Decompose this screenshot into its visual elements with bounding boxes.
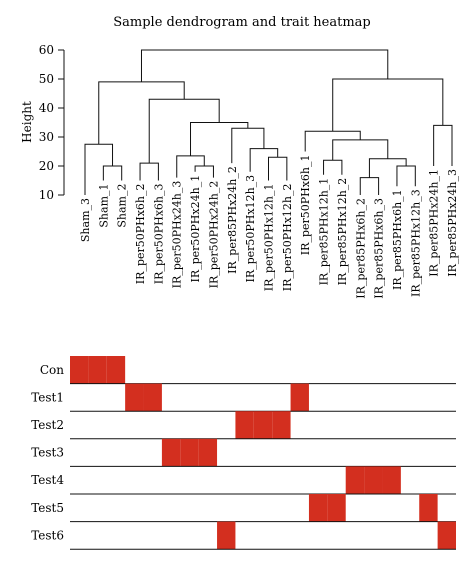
heatmap-row-label: Test1	[31, 390, 64, 404]
dendrogram-branch	[249, 148, 279, 172]
y-tick-label: 40	[39, 101, 54, 115]
heatmap-cell	[143, 383, 162, 412]
leaf-label: IR_per50PHx24h_1	[189, 175, 202, 283]
heatmap-row-label: Con	[40, 363, 64, 377]
heatmap-cell	[364, 466, 383, 494]
leaf-label: IR_per85PHx12h_1	[318, 178, 331, 286]
heatmap-cell	[419, 494, 438, 522]
heatmap-cell	[198, 438, 218, 467]
heatmap-cell	[290, 383, 309, 412]
chart-title: Sample dendrogram and trait heatmap	[113, 15, 371, 30]
heatmap-cell	[272, 411, 291, 439]
heatmap-row-label: Test3	[31, 446, 64, 460]
heatmap-cell	[437, 521, 456, 550]
leaf-label: IR_per85PHx6h_2	[354, 198, 367, 299]
dendrogram-branch	[98, 81, 185, 145]
leaf-label: IR_per50PHx6h_2	[134, 184, 147, 285]
heatmap-cell	[161, 438, 181, 467]
heatmap-cell	[235, 411, 254, 439]
dendrogram-branch	[148, 98, 220, 164]
dendrogram-branch	[433, 124, 453, 166]
leaf-label: IR_per85PHx12h_2	[336, 178, 349, 286]
dendrogram-branch	[190, 122, 249, 156]
dendrogram-branch	[139, 162, 159, 181]
heatmap-cell	[88, 356, 107, 384]
dendrogram-branch	[323, 159, 343, 175]
heatmap-row-label: Test2	[31, 418, 64, 432]
dendrogram-branch	[102, 165, 123, 181]
leaf-label: Sham_1	[97, 184, 110, 228]
y-tick-label: 50	[39, 72, 54, 86]
heatmap-cell	[382, 466, 401, 494]
dendrogram-branches	[84, 49, 453, 195]
leaf-label: IR_per50PHx12h_2	[281, 184, 294, 292]
y-tick-label: 30	[39, 130, 54, 144]
dendrogram-branch	[332, 78, 444, 132]
leaf-label: Sham_3	[79, 198, 92, 242]
leaf-label: IR_per50PHx24h_2	[207, 181, 220, 289]
heatmap-cell	[217, 521, 236, 550]
heatmap-cell	[308, 494, 328, 522]
heatmap-row-label: Test6	[31, 528, 64, 542]
leaf-label: IR_per85PHx24h_2	[226, 166, 239, 274]
y-axis-label: Height	[20, 101, 34, 143]
y-tick-label: 20	[39, 159, 54, 173]
heatmap-cell	[327, 494, 346, 522]
leaf-label: IR_per85PHx12h_3	[409, 189, 422, 297]
heatmap-cell	[180, 438, 199, 467]
heatmap-cell	[253, 411, 273, 439]
leaf-label: IR_per50PHx6h_1	[299, 155, 312, 256]
heatmap-row-label: Test5	[31, 501, 64, 515]
dendrogram-branch	[396, 165, 416, 187]
leaf-label: IR_per85PHx6h_1	[391, 189, 404, 290]
y-tick-label: 60	[39, 43, 54, 57]
trait-heatmap: Con Test1 Test2 Test3 Test4 Test5 Test6	[31, 356, 456, 550]
dendrogram-y-axis: 10 20 30 40 50 60	[39, 43, 65, 202]
leaf-label: IR_per85PHx24h_1	[428, 169, 441, 277]
dendrogram-branch	[359, 177, 380, 195]
leaf-label: IR_per50PHx12h_1	[263, 184, 276, 292]
leaf-label: IR_per50PHx6h_3	[152, 184, 165, 285]
dendrogram-leaf-labels: Sham_3 Sham_1 Sham_2 IR_per50PHx6h_2 IR_per5…	[79, 155, 459, 299]
dendrogram-branch	[332, 139, 389, 161]
y-tick-label: 10	[39, 188, 54, 202]
leaf-label: IR_per50PHx12h_3	[244, 175, 257, 283]
dendrogram-branch	[368, 158, 407, 178]
leaf-label: IR_per85PHx6h_3	[373, 198, 386, 299]
leaf-label: IR_per85PHx24h_3	[446, 169, 459, 277]
heatmap-cell	[106, 356, 126, 384]
dendrogram-branch	[140, 49, 389, 82]
heatmap-row-label: Test4	[31, 473, 64, 487]
dendrogram-branch	[176, 155, 205, 178]
heatmap-cell	[345, 466, 365, 494]
leaf-label: IR_per50PHx24h_3	[171, 181, 184, 289]
leaf-label: Sham_2	[116, 184, 129, 228]
dendrogram-branch	[231, 127, 265, 164]
heatmap-cell	[125, 383, 144, 412]
heatmap-cell	[70, 356, 89, 384]
dendrogram-branch	[268, 156, 288, 181]
